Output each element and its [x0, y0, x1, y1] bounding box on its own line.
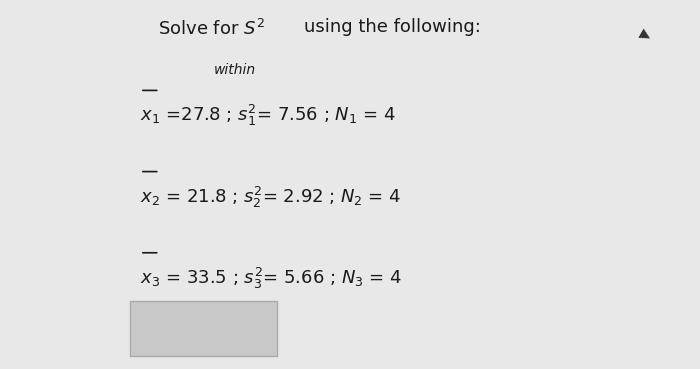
Text: ▶: ▶ [637, 26, 653, 43]
Text: using the following:: using the following: [304, 18, 482, 37]
Text: $x$$_2$ = 21.8 ; $s^2_2$= 2.92 ; $N_2$ = 4: $x$$_2$ = 21.8 ; $s^2_2$= 2.92 ; $N_2$ =… [140, 184, 401, 210]
Text: $x$$_1$ =27.8 ; $s^2_1$= 7.56 ; $N_1$ = 4: $x$$_1$ =27.8 ; $s^2_1$= 7.56 ; $N_1$ = … [140, 103, 395, 128]
FancyBboxPatch shape [130, 301, 276, 356]
Text: within: within [214, 63, 256, 77]
Text: Solve for $S^2$: Solve for $S^2$ [158, 18, 265, 38]
Text: $x$$_3$ = 33.5 ; $s^2_3$= 5.66 ; $N_3$ = 4: $x$$_3$ = 33.5 ; $s^2_3$= 5.66 ; $N_3$ =… [140, 266, 402, 291]
